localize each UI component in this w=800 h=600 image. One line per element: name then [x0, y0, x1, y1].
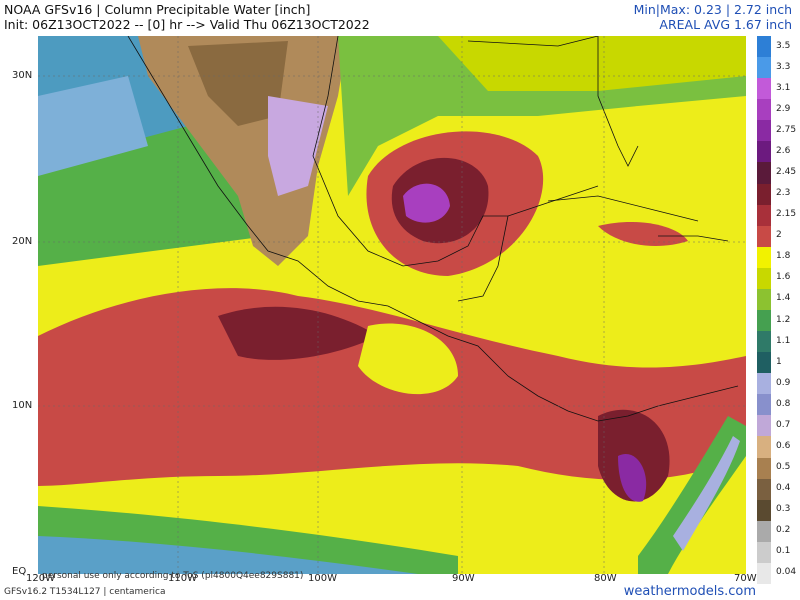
colorbar-segment [757, 415, 771, 437]
lat-label-30n: 30N [12, 70, 33, 81]
colorbar-segment [757, 562, 771, 585]
lon-label-100w: 100W [308, 573, 337, 584]
colorbar-label: 0.1 [776, 546, 791, 557]
colorbar-segment [757, 246, 771, 269]
colorbar-label: 2.6 [776, 145, 791, 156]
colorbar-label: 0.2 [776, 525, 791, 536]
colorbar-segment [757, 267, 771, 290]
colorbar-label: 3.5 [776, 40, 791, 51]
pacific-yellow-pocket [358, 323, 458, 395]
colorbar-segment [757, 57, 771, 79]
colorbar-label: 2.9 [776, 103, 791, 114]
andes-lavender [673, 436, 740, 551]
colorbar-label: 0.3 [776, 504, 791, 515]
min-max-value: Min|Max: 0.23 | 2.72 inch [633, 2, 792, 17]
colorbar-segment [757, 288, 771, 311]
colorbar-label: 0.8 [776, 398, 791, 409]
colorbar-segment [757, 225, 771, 248]
colorbar-segment [757, 541, 771, 564]
lat-label-20n: 20N [12, 236, 33, 247]
precipitable-water-map [38, 36, 746, 574]
mexico-dry [138, 36, 348, 266]
colorbar-label: 1.2 [776, 314, 791, 325]
colorbar-segment [757, 120, 771, 142]
colorbar-segment [757, 331, 771, 353]
grid [38, 36, 746, 574]
colorbar-label: 0.04 [776, 567, 797, 578]
map-title: NOAA GFSv16 | Column Precipitable Water … [4, 2, 311, 17]
colorbar-label: 1.6 [776, 272, 791, 283]
colorbar-segment [757, 141, 771, 163]
colorbar-segment [757, 204, 771, 227]
colorbar-label: 3.3 [776, 61, 791, 72]
colorbar-label: 2.45 [776, 167, 797, 177]
colorbar-label: 1.4 [776, 293, 791, 304]
itcz-dark-core [218, 306, 378, 360]
colorbar-segment [757, 520, 771, 543]
colorbar-label: 2.75 [776, 124, 797, 135]
colorbar-segment [757, 78, 771, 100]
colorbar-segment [757, 99, 771, 121]
lon-label-80w: 80W [594, 573, 617, 584]
caribbean-red [598, 221, 688, 246]
lon-label-120w: 120W [26, 573, 55, 584]
credit-link[interactable]: weathermodels.com [623, 584, 756, 599]
lat-label-eq: EQ [12, 566, 27, 577]
lon-label-90w: 90W [452, 573, 475, 584]
model-info: GFSv16.2 T1534L127 | centamerica [4, 587, 166, 597]
andes-green [638, 416, 746, 574]
colorbar-label: 0.6 [776, 441, 791, 451]
colorbar-label: 2 [776, 230, 782, 241]
north-yellow-green [438, 36, 746, 91]
colorbar-segment [757, 183, 771, 206]
map-canvas [38, 36, 746, 574]
colorbar-label: 2.3 [776, 188, 791, 199]
colorbar-label: 1 [776, 356, 782, 367]
colorbar-label: 0.4 [776, 483, 791, 494]
colorbar-segment [757, 36, 771, 58]
gulf-storm-purple [403, 183, 450, 223]
mexico-dark [188, 41, 288, 126]
blue-band [38, 536, 418, 574]
colorbar-label: 2.15 [776, 209, 797, 220]
colorbar-label: 3.1 [776, 82, 791, 93]
colorbar-segment [757, 310, 771, 332]
license-note: personal use only according to ToS (pl48… [42, 571, 304, 581]
lon-label-110w: 110W [168, 573, 197, 584]
colorbar-label: 0.7 [776, 419, 791, 430]
colorbar-segment [757, 436, 771, 459]
colorbar-segment [757, 457, 771, 480]
nw-light-blue [38, 76, 148, 176]
colorbar-segment [757, 373, 771, 395]
colorbar [757, 36, 771, 585]
colombia-dark [598, 409, 670, 502]
colorbar-segment [757, 478, 771, 501]
colorbar-label: 1.1 [776, 335, 791, 346]
mexico-lavender [268, 96, 328, 196]
areal-average: AREAL AVG 1.67 inch [659, 17, 792, 32]
init-time: Init: 06Z13OCT2022 -- [0] hr --> Valid T… [4, 17, 370, 32]
colorbar-segment [757, 352, 771, 374]
colombia-purple [618, 454, 647, 502]
colorbar-segment [757, 499, 771, 522]
colorbar-label: 1.8 [776, 251, 791, 262]
lon-label-70w: 70W [734, 573, 757, 584]
colorbar-label: 0.5 [776, 462, 791, 473]
lat-label-10n: 10N [12, 400, 33, 411]
colorbar-segment [757, 394, 771, 416]
colorbar-label: 0.9 [776, 377, 791, 388]
colorbar-segment [757, 162, 771, 185]
